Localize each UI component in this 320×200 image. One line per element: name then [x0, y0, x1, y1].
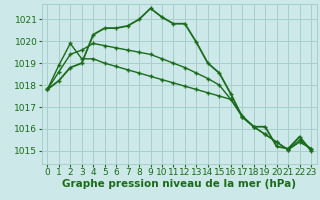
X-axis label: Graphe pression niveau de la mer (hPa): Graphe pression niveau de la mer (hPa) [62, 179, 296, 189]
